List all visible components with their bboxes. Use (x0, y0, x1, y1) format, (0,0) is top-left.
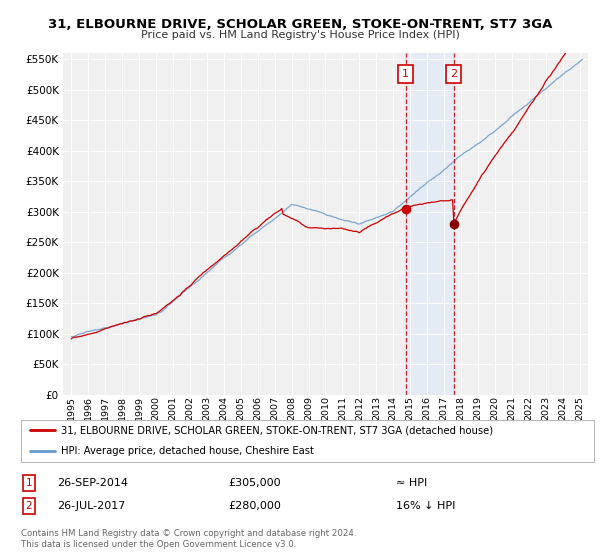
Text: HPI: Average price, detached house, Cheshire East: HPI: Average price, detached house, Ches… (61, 446, 314, 456)
Text: 1: 1 (25, 478, 32, 488)
Text: 1: 1 (402, 69, 409, 79)
Text: 16% ↓ HPI: 16% ↓ HPI (396, 501, 455, 511)
Text: 31, ELBOURNE DRIVE, SCHOLAR GREEN, STOKE-ON-TRENT, ST7 3GA (detached house): 31, ELBOURNE DRIVE, SCHOLAR GREEN, STOKE… (61, 425, 493, 435)
Text: 2: 2 (25, 501, 32, 511)
Text: 31, ELBOURNE DRIVE, SCHOLAR GREEN, STOKE-ON-TRENT, ST7 3GA: 31, ELBOURNE DRIVE, SCHOLAR GREEN, STOKE… (48, 18, 552, 31)
Text: Contains HM Land Registry data © Crown copyright and database right 2024.
This d: Contains HM Land Registry data © Crown c… (21, 529, 356, 549)
Text: Price paid vs. HM Land Registry's House Price Index (HPI): Price paid vs. HM Land Registry's House … (140, 30, 460, 40)
Text: ≈ HPI: ≈ HPI (396, 478, 427, 488)
Text: £280,000: £280,000 (228, 501, 281, 511)
Text: 26-JUL-2017: 26-JUL-2017 (57, 501, 125, 511)
Bar (406, 53, 454, 395)
Text: 26-SEP-2014: 26-SEP-2014 (57, 478, 128, 488)
Text: 2: 2 (450, 69, 457, 79)
Text: £305,000: £305,000 (228, 478, 281, 488)
